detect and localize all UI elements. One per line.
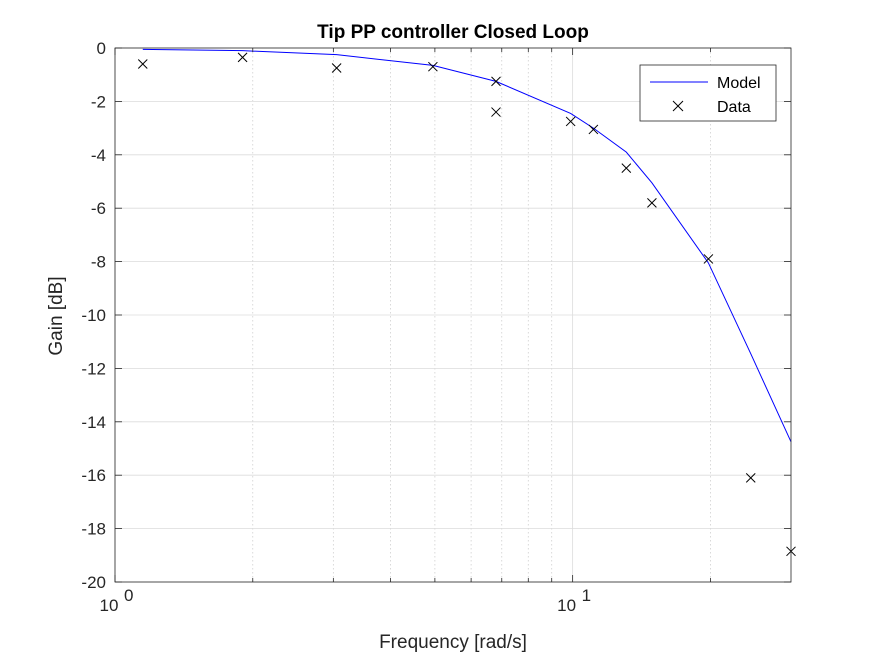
y-tick-label: -2 (91, 92, 106, 111)
y-tick-label: -8 (91, 253, 106, 272)
data-point-marker (703, 254, 714, 264)
series-line-model (142, 48, 792, 443)
legend-data-marker (672, 100, 684, 112)
y-tick-label: -18 (81, 520, 106, 539)
data-point-marker (237, 52, 248, 63)
x-tick-label: 10 (557, 596, 576, 615)
x-axis-label: Frequency [rad/s] (379, 632, 527, 653)
marker-stroke (137, 59, 148, 69)
data-point-marker (491, 76, 501, 87)
y-tick-label: -6 (91, 199, 106, 218)
x-tick-label-exponent: 0 (124, 586, 133, 605)
marker-stroke (745, 473, 756, 483)
y-tick-label: -20 (81, 573, 106, 592)
legend-data-label: Data (717, 99, 751, 116)
series-layer (137, 48, 796, 557)
chart-title: Tip PP controller Closed Loop (317, 22, 589, 43)
y-tick-label: -16 (81, 466, 106, 485)
legend: Model Data (639, 64, 777, 122)
marker-stroke (491, 107, 501, 117)
marker-stroke (565, 116, 576, 127)
marker-stroke (703, 254, 714, 264)
marker-stroke (588, 124, 599, 135)
marker-stroke (428, 61, 438, 72)
legend-model-label: Model (717, 75, 761, 92)
data-point-marker (621, 163, 632, 174)
data-point-marker (647, 198, 657, 208)
marker-stroke (237, 52, 248, 63)
data-point-marker (565, 116, 576, 127)
x-tick-label-exponent: 1 (582, 586, 591, 605)
marker-stroke (331, 63, 342, 73)
data-point-marker (745, 473, 756, 483)
marker-stroke (621, 163, 632, 174)
data-point-marker (428, 61, 438, 72)
data-point-marker (491, 107, 501, 117)
y-axis-label: Gain [dB] (46, 276, 67, 355)
marker-stroke (647, 198, 657, 208)
legend-box (639, 64, 777, 122)
data-point-marker (331, 63, 342, 73)
y-tick-label: -14 (81, 413, 106, 432)
y-tick-label: 0 (97, 39, 106, 58)
y-tick-label: -4 (91, 146, 106, 165)
y-tick-label: -12 (81, 359, 106, 378)
x-tick-label: 10 (100, 596, 119, 615)
data-point-marker (588, 124, 599, 135)
data-point-marker (137, 59, 148, 69)
marker-stroke (491, 76, 501, 87)
y-tick-label: -10 (81, 306, 106, 325)
